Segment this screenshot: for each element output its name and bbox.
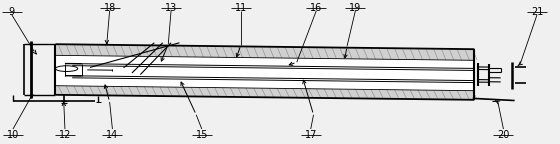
Text: 19: 19 xyxy=(349,3,362,13)
Text: 14: 14 xyxy=(106,130,119,140)
Polygon shape xyxy=(55,44,474,60)
Text: 18: 18 xyxy=(104,3,116,13)
Text: 13: 13 xyxy=(165,3,177,13)
Text: 15: 15 xyxy=(195,130,208,140)
Text: 20: 20 xyxy=(497,130,510,140)
Polygon shape xyxy=(55,44,474,100)
Text: 16: 16 xyxy=(310,3,323,13)
Text: 12: 12 xyxy=(59,130,71,140)
Text: 17: 17 xyxy=(305,130,317,140)
Text: 21: 21 xyxy=(531,7,543,17)
Text: 10: 10 xyxy=(7,130,19,140)
Text: 11: 11 xyxy=(235,3,247,13)
Polygon shape xyxy=(55,86,474,100)
Text: 9: 9 xyxy=(9,7,15,17)
